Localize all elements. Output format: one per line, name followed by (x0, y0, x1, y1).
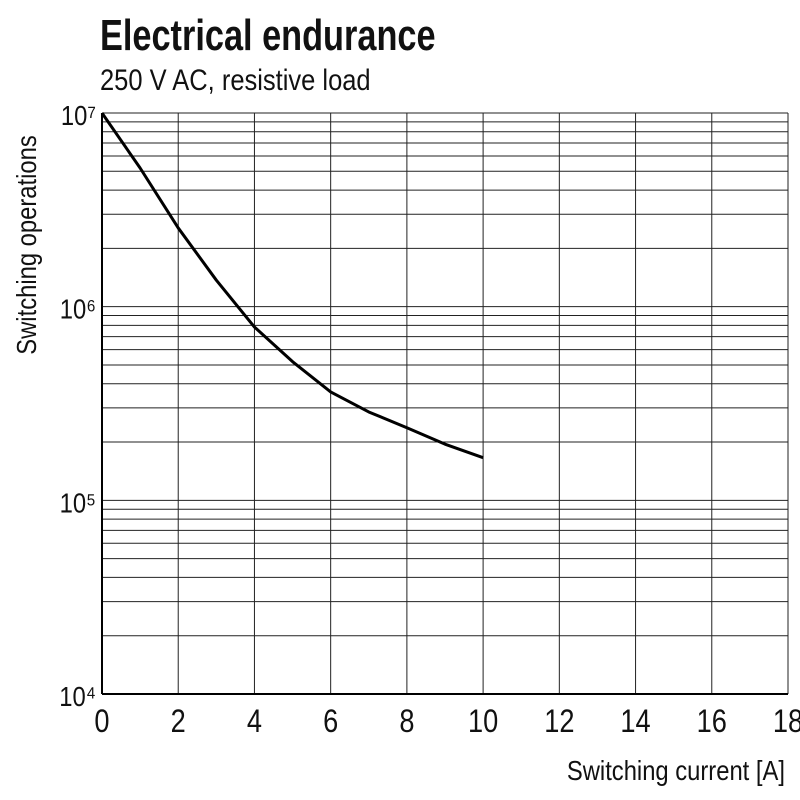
y-tick-label: 10⁴ (59, 680, 96, 712)
y-tick-label: 10⁵ (60, 486, 96, 518)
x-axis-label: Switching current [A] (567, 754, 785, 786)
y-tick-label: 10⁷ (61, 99, 96, 131)
y-tick-label: 10⁶ (60, 293, 96, 325)
chart-subtitle: 250 V AC, resistive load (100, 63, 371, 96)
x-tick-label: 0 (94, 704, 109, 740)
x-tick-label: 4 (247, 704, 262, 740)
x-tick-label: 8 (399, 704, 414, 740)
x-tick-label: 10 (468, 704, 498, 740)
x-tick-label: 6 (323, 704, 338, 740)
data-line (100, 112, 484, 460)
x-tick-label: 16 (697, 704, 727, 740)
x-tick-label: 18 (773, 704, 800, 740)
x-tick-label: 12 (544, 704, 574, 740)
y-axis-label: Switching operations (10, 135, 42, 354)
chart-title: Electrical endurance (100, 11, 436, 60)
x-tick-label: 2 (171, 704, 186, 740)
x-tick-label: 14 (620, 704, 650, 740)
